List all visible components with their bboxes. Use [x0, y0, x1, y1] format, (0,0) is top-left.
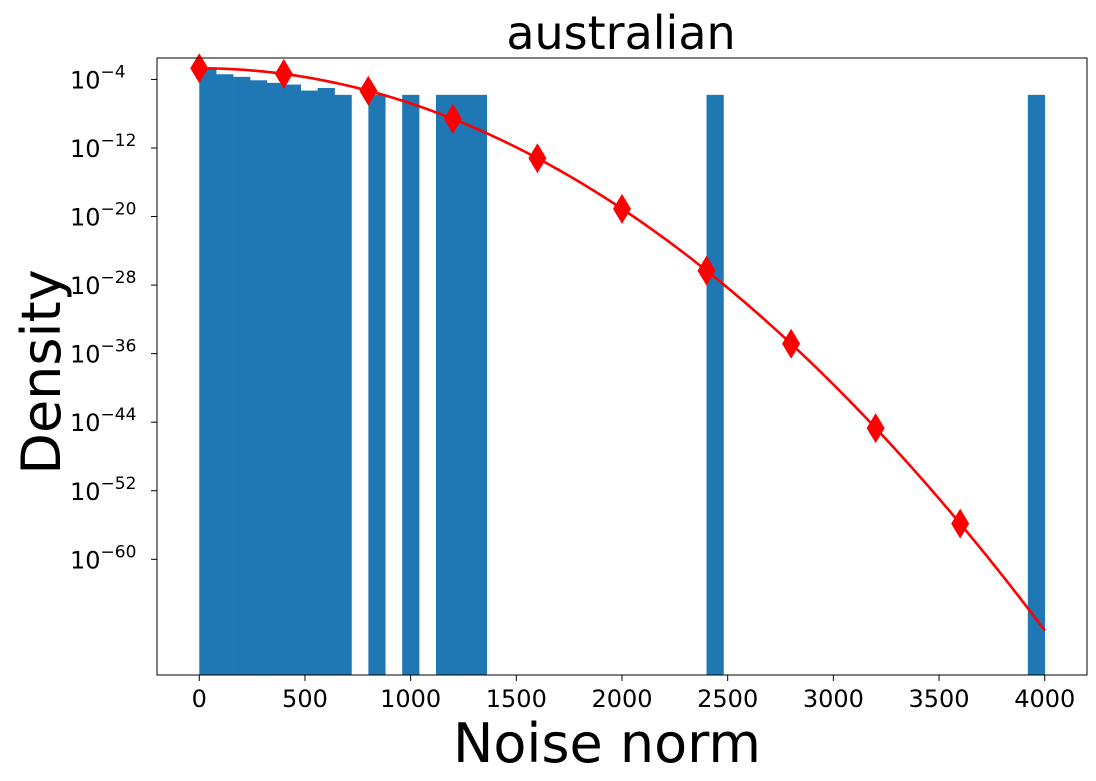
diamond-marker [359, 75, 378, 106]
histogram-bars [199, 69, 1046, 676]
diamond-marker [443, 103, 462, 134]
diamond-marker [274, 58, 293, 89]
histogram-bar [1027, 94, 1046, 675]
histogram-bar [452, 94, 471, 675]
diamond-marker [613, 193, 631, 224]
y-axis-ticks: 10−4 10−12 10−20 10−28 10−36 10−44 10−52 10−60 [70, 62, 157, 574]
chart-title: australian [506, 6, 735, 60]
x-tick-label: 1000 [380, 685, 441, 713]
x-tick-label: 500 [282, 685, 328, 713]
y-tick-label: 10−20 [70, 200, 136, 232]
diamond-marker [528, 143, 547, 174]
x-axis-ticks: 0 500 1000 1500 2000 2500 3000 3500 4000 [192, 675, 1075, 713]
x-tick-label: 4000 [1014, 685, 1075, 713]
y-tick-label: 10−12 [70, 131, 136, 163]
y-tick-label: 10−28 [70, 268, 136, 300]
histogram-bar [317, 87, 335, 676]
diamond-marker [866, 413, 885, 444]
x-tick-label: 1500 [486, 685, 547, 713]
histogram-bar [436, 94, 454, 675]
x-axis-label: Noise norm [453, 712, 761, 775]
histogram-bar [216, 74, 234, 676]
fit-curve-layer [190, 53, 1046, 632]
diamond-marker [190, 53, 209, 84]
histogram-bar [266, 82, 285, 676]
histogram-bar [250, 80, 268, 675]
x-tick-label: 3000 [803, 685, 864, 713]
y-tick-label: 10−36 [70, 337, 136, 369]
histogram-bar [233, 76, 251, 675]
y-tick-label: 10−52 [70, 474, 136, 506]
histogram-bar [368, 94, 386, 675]
histogram-bar [469, 94, 488, 675]
histogram-bar [706, 94, 724, 675]
y-tick-label: 10−60 [70, 542, 136, 574]
histogram-bar [402, 94, 420, 675]
histogram-bar [334, 94, 352, 675]
x-tick-label: 3500 [909, 685, 970, 713]
diamond-marker [697, 255, 716, 286]
histogram-bar [283, 84, 302, 675]
diamond-marker [782, 328, 801, 359]
y-tick-label: 10−44 [70, 405, 136, 437]
histogram-bar [300, 90, 318, 675]
diamond-marker [951, 508, 970, 539]
y-tick-label: 10−4 [70, 62, 126, 94]
histogram-bar [199, 69, 217, 676]
x-tick-label: 2500 [697, 685, 758, 713]
y-axis-label: Density [10, 269, 73, 474]
x-tick-label: 0 [192, 685, 207, 713]
x-tick-label: 2000 [591, 685, 652, 713]
